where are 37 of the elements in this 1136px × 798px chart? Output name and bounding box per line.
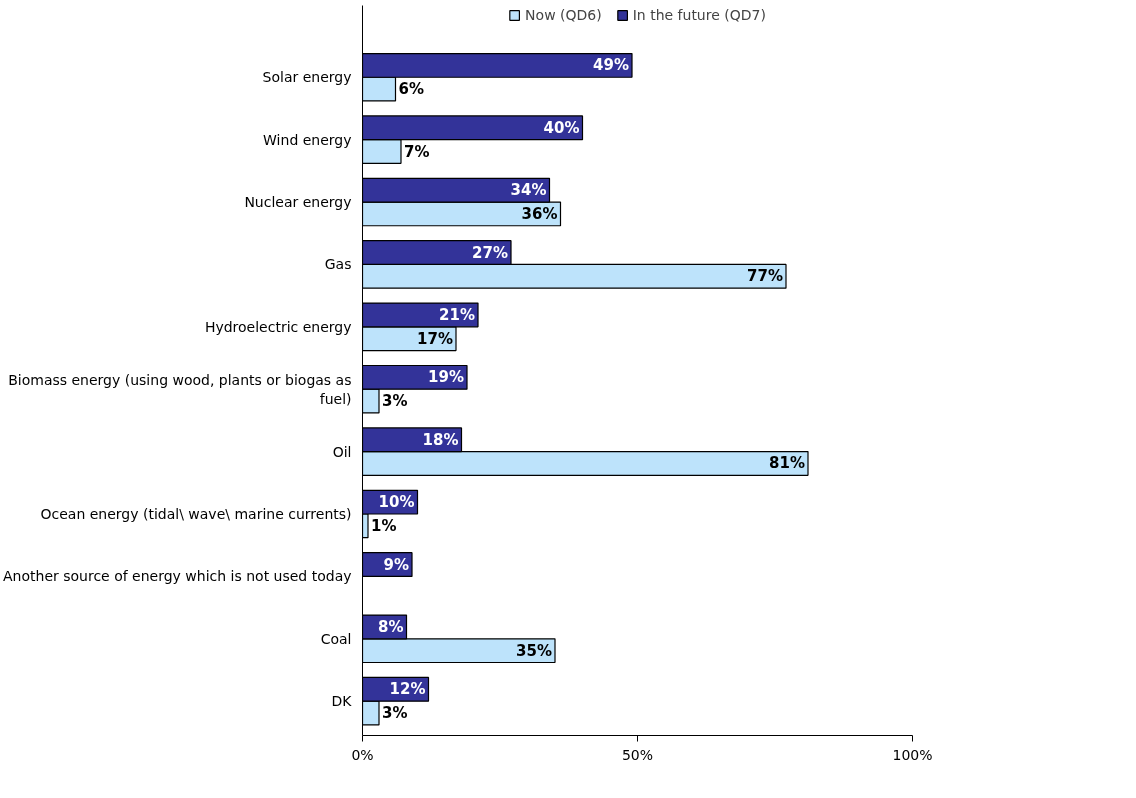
data-label: 18%: [422, 430, 459, 449]
x-tick-label: 50%: [621, 746, 654, 763]
y-tick-label: Gas: [324, 256, 352, 273]
y-tick-label: Another source of energy which is not used today: [3, 568, 352, 585]
y-tick-label: Oil: [332, 443, 352, 460]
data-label: 3%: [382, 704, 408, 723]
data-label: 40%: [543, 118, 580, 137]
x-tick-label: 100%: [892, 746, 933, 763]
y-tick-label: Biomass energy (using wood, plants or biogas as fuel): [8, 371, 352, 407]
y-tick-label: Coal: [320, 630, 352, 647]
data-label: 81%: [769, 454, 805, 473]
data-label: 34%: [510, 181, 547, 200]
data-label: 27%: [472, 243, 508, 262]
y-tick-label: DK: [331, 693, 353, 710]
data-label: 36%: [521, 204, 558, 223]
y-tick-label: Wind energy: [263, 131, 352, 148]
data-label: 35%: [516, 641, 552, 660]
data-label: 6%: [398, 80, 424, 99]
y-tick-label: Solar energy: [262, 69, 352, 86]
data-label: 8%: [378, 617, 404, 636]
data-label: 77%: [747, 267, 783, 286]
data-label: 12%: [389, 680, 426, 699]
y-tick-label: Hydroelectric energy: [204, 318, 352, 335]
data-label: 9%: [383, 555, 409, 574]
data-label: 21%: [439, 305, 475, 324]
data-label: 7%: [404, 142, 430, 161]
legend-label: Now (QD6): [525, 7, 602, 23]
x-tick-label: 0%: [351, 746, 374, 763]
legend-label: In the future (QD7): [632, 7, 766, 23]
data-label: 3%: [382, 392, 408, 411]
data-label: 1%: [371, 516, 397, 535]
data-label: 10%: [378, 493, 415, 512]
data-label: 17%: [417, 329, 453, 348]
y-tick-label: Ocean energy (tidal\ wave\ marine currents): [40, 506, 352, 522]
data-label: 49%: [593, 56, 629, 75]
data-label: 19%: [428, 368, 464, 387]
y-tick-label: Nuclear energy: [244, 194, 352, 211]
